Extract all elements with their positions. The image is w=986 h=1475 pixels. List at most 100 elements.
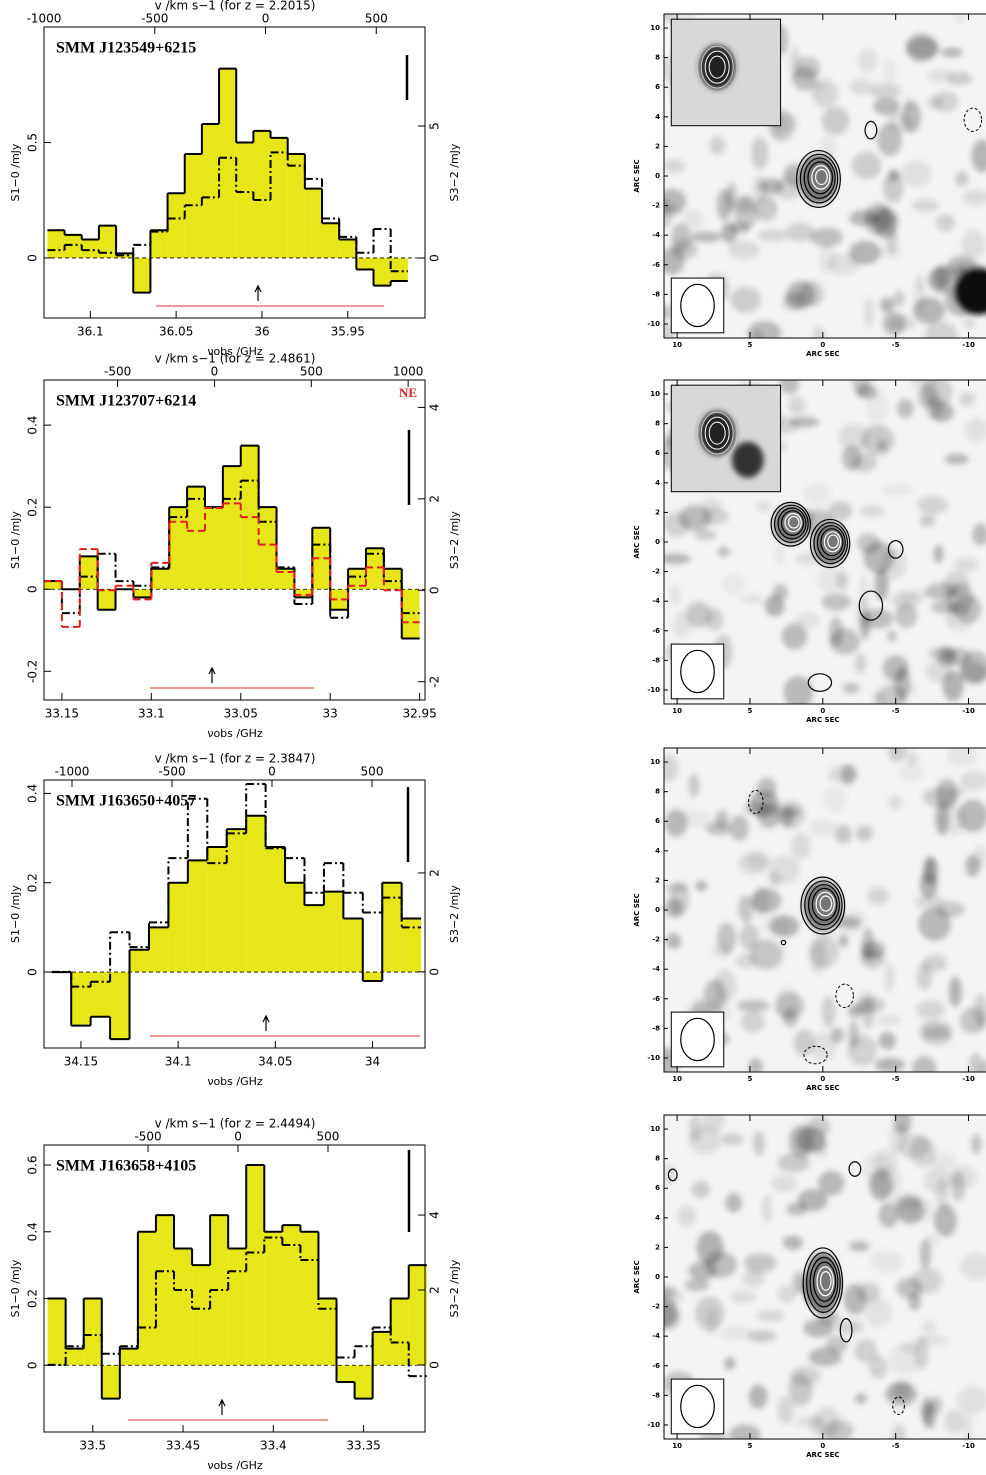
noise-blob <box>774 177 803 200</box>
contour <box>816 1266 834 1297</box>
noise-blob <box>916 963 933 991</box>
noise-blob <box>874 568 889 601</box>
noise-blob <box>829 628 861 655</box>
flux-bar <box>133 257 151 293</box>
source-core <box>799 154 838 204</box>
noise-blob <box>849 78 874 95</box>
flux-bar <box>97 589 116 610</box>
y-tick-label: -2 <box>652 1303 660 1311</box>
noise-blob <box>748 851 771 869</box>
flux-bar <box>150 230 168 258</box>
x2-axis-label: v /km s−1 (for z = 2.4494) <box>155 1117 316 1131</box>
noise-blob <box>753 195 778 222</box>
flux-bar <box>174 1248 193 1366</box>
noise-blob <box>877 123 902 157</box>
noise-blob <box>736 999 770 1013</box>
x-tick-label: 36.1 <box>77 325 104 339</box>
flux-bar <box>90 972 111 1017</box>
contour <box>773 504 809 544</box>
noise-blob <box>720 1325 752 1341</box>
contour <box>819 1270 832 1291</box>
noise-blob <box>777 1396 795 1425</box>
flux-bar <box>382 882 402 973</box>
y-tick-label: -2 <box>652 936 660 944</box>
noise-blob <box>689 1115 701 1141</box>
noise-blob <box>962 188 986 206</box>
noise-blob <box>905 751 919 767</box>
noise-blob <box>863 1298 892 1328</box>
noise-blob <box>882 311 906 336</box>
noise-blob <box>869 83 901 99</box>
inset-contour <box>700 411 734 455</box>
x-axis-label: νobs /GHz <box>207 727 263 740</box>
x-axis-label: ARC SEC <box>806 716 839 724</box>
x2-tick-label: 500 <box>317 1130 340 1144</box>
x-tick-label: -5 <box>892 341 900 349</box>
noise-blob <box>683 208 704 230</box>
beam-box <box>670 643 725 700</box>
noise-blob <box>930 401 954 422</box>
noise-blob <box>749 939 784 970</box>
noise-blob <box>708 136 726 155</box>
flux-bar <box>408 1265 427 1366</box>
x-axis-label: νobs /GHz <box>207 1459 263 1471</box>
x2-tick-label: 1000 <box>393 365 424 379</box>
noise-blob <box>961 229 986 260</box>
flux-bar <box>354 1365 373 1399</box>
contour <box>777 507 807 540</box>
noise-blob <box>965 417 986 443</box>
noise-blob <box>775 800 806 829</box>
noise-blob <box>751 136 769 170</box>
frame <box>43 1144 426 1433</box>
noise-blob <box>883 963 895 993</box>
noise-blob <box>842 682 860 694</box>
y2-tick-label: 5 <box>428 122 442 130</box>
noise-blob <box>934 802 950 836</box>
contour <box>787 515 800 529</box>
map-image <box>664 380 986 704</box>
noise-blob <box>971 1134 982 1155</box>
x2-axis-label: v /km s−1 (for z = 2.3847) <box>155 752 316 766</box>
noise-blob <box>866 886 889 906</box>
noise-blob <box>817 1310 839 1325</box>
title: SMM J123707+6214 <box>56 393 196 410</box>
y-tick-label: -4 <box>652 965 660 973</box>
source-core <box>803 880 842 931</box>
flux-bar <box>304 188 323 258</box>
inset-contour <box>704 416 730 450</box>
noise-blob <box>914 274 926 291</box>
y-tick-label: 4 <box>655 113 660 121</box>
flux-bar <box>362 972 383 981</box>
noise-blob <box>775 992 805 1020</box>
noise-blob <box>856 825 873 842</box>
noise-blob <box>840 763 856 785</box>
y2-axis-label: S3−2 /mJy <box>448 511 461 569</box>
noise-blob <box>664 304 673 320</box>
contour <box>667 1168 678 1182</box>
x-axis-label: ARC SEC <box>806 1451 839 1459</box>
flux-bar <box>192 1265 211 1366</box>
noise-blob <box>942 671 964 702</box>
x2-tick-label: 0 <box>234 1130 242 1144</box>
noise-blob <box>757 228 789 242</box>
noise-blob <box>929 1152 957 1171</box>
contour <box>811 887 838 921</box>
y-tick-label: -8 <box>652 656 660 664</box>
flux-bar <box>401 589 420 639</box>
noise-blob <box>948 786 967 797</box>
noise-blob <box>915 1000 946 1020</box>
noise-blob <box>728 1424 761 1439</box>
y-tick-label: -8 <box>652 1391 660 1399</box>
noise-blob <box>859 576 870 609</box>
flux-bar <box>348 568 366 590</box>
noise-blob <box>672 239 698 260</box>
flux-bar <box>219 68 237 258</box>
x-axis-label: νobs /GHz <box>207 345 263 358</box>
noise-blob <box>896 398 914 419</box>
noise-blob <box>894 666 910 700</box>
noise-blob <box>742 1269 765 1287</box>
y-tick-label: -10 <box>647 320 660 328</box>
y-tick-label: 0.4 <box>26 784 40 803</box>
y-axis-label: ARC SEC <box>633 525 641 558</box>
spectrum-panel: 33.5 33.45 33.4 33.35 -500 0 500 0 0.2 0.4 0.6 0 2 4 S… <box>9 1117 461 1473</box>
